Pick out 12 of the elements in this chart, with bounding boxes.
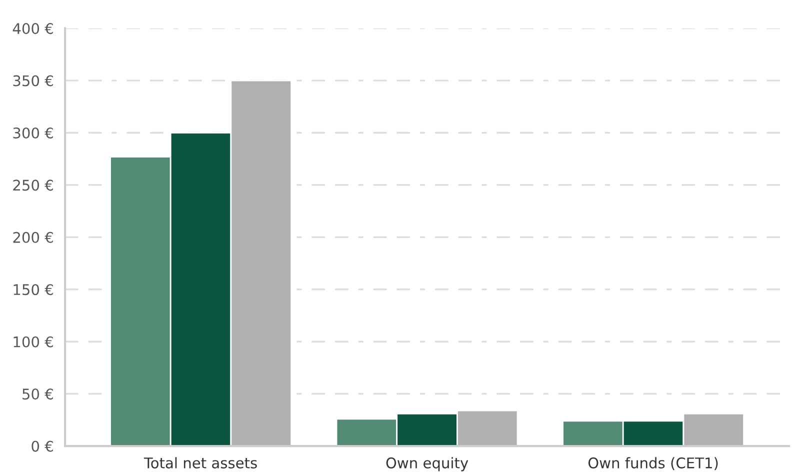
y-tick-label: 100 € — [14, 336, 53, 348]
x-tick-label: Total net assets — [144, 457, 257, 468]
x-tick-label: Own equity — [386, 457, 468, 472]
y-tick-label: 400 € — [12, 23, 53, 34]
x-tick-label: Own funds (CET1) — [588, 457, 718, 470]
y-tick-label: 50 € — [22, 388, 53, 400]
y-tick-label: 350 € — [13, 75, 53, 86]
y-tick-label: 200 € — [13, 232, 53, 243]
y-tick-label: 0 € — [32, 440, 53, 452]
y-tick-label: 250 € — [13, 180, 53, 191]
y-tick-label: 300 € — [13, 127, 53, 138]
y-tick-label: 150 € — [14, 284, 53, 296]
